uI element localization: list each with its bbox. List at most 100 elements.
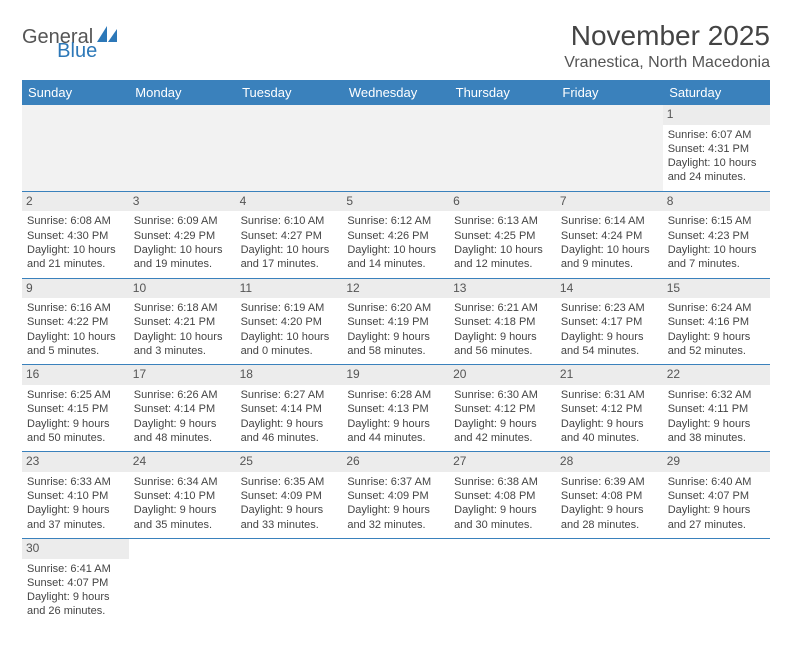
sunset-line: Sunset: 4:29 PM [134,229,231,243]
calendar-day-cell: 15Sunrise: 6:24 AMSunset: 4:16 PMDayligh… [663,278,770,365]
sunrise-line: Sunrise: 6:35 AM [241,475,338,489]
logo-text-blue: Blue [57,40,97,62]
calendar-day-cell: 1Sunrise: 6:07 AMSunset: 4:31 PMDaylight… [663,105,770,191]
daylight-line: Daylight: 10 hours and 21 minutes. [27,243,124,272]
calendar-day-cell: 17Sunrise: 6:26 AMSunset: 4:14 PMDayligh… [129,365,236,452]
calendar-row: 9Sunrise: 6:16 AMSunset: 4:22 PMDaylight… [22,278,770,365]
sunset-line: Sunset: 4:08 PM [561,489,658,503]
sunset-line: Sunset: 4:08 PM [454,489,551,503]
sunset-line: Sunset: 4:16 PM [668,315,765,329]
daylight-line: Daylight: 9 hours and 54 minutes. [561,330,658,359]
daylight-line: Daylight: 9 hours and 32 minutes. [347,503,444,532]
day-number: 23 [22,452,129,472]
weekday-header: Sunday [22,80,129,105]
sunrise-line: Sunrise: 6:30 AM [454,388,551,402]
daylight-line: Daylight: 10 hours and 19 minutes. [134,243,231,272]
calendar-day-cell: 6Sunrise: 6:13 AMSunset: 4:25 PMDaylight… [449,191,556,278]
sail-icon [97,26,119,49]
calendar-day-cell: 28Sunrise: 6:39 AMSunset: 4:08 PMDayligh… [556,452,663,539]
day-number: 27 [449,452,556,472]
daylight-line: Daylight: 10 hours and 3 minutes. [134,330,231,359]
location: Vranestica, North Macedonia [564,54,770,72]
day-number: 12 [342,279,449,299]
calendar-day-cell: 7Sunrise: 6:14 AMSunset: 4:24 PMDaylight… [556,191,663,278]
calendar-day-cell: 22 Sunrise: 6:32 AMSunset: 4:11 PMDayligh… [663,365,770,452]
sunset-line: Sunset: 4:09 PM [347,489,444,503]
sunset-line: Sunset: 4:27 PM [241,229,338,243]
day-number: 1 [663,105,770,125]
sunrise-line: Sunrise: 6:18 AM [134,301,231,315]
day-number: 19 [342,365,449,385]
sunrise-line: Sunrise: 6:33 AM [27,475,124,489]
calendar-empty-cell [22,105,129,191]
daylight-line: Daylight: 9 hours and 48 minutes. [134,417,231,446]
sunset-line: Sunset: 4:10 PM [134,489,231,503]
daylight-line: Daylight: 9 hours and 40 minutes. [561,417,658,446]
calendar-day-cell: 13Sunrise: 6:21 AMSunset: 4:18 PMDayligh… [449,278,556,365]
calendar-day-cell: 11Sunrise: 6:19 AMSunset: 4:20 PMDayligh… [236,278,343,365]
daylight-line: Daylight: 10 hours and 5 minutes. [27,330,124,359]
sunset-line: Sunset: 4:07 PM [27,576,124,590]
day-number: 9 [22,279,129,299]
calendar-row: 1Sunrise: 6:07 AMSunset: 4:31 PMDaylight… [22,105,770,191]
day-number: 14 [556,279,663,299]
sunrise-line: Sunrise: 6:23 AM [561,301,658,315]
calendar-day-cell: 24Sunrise: 6:34 AMSunset: 4:10 PMDayligh… [129,452,236,539]
sunset-line: Sunset: 4:11 PM [668,402,765,416]
calendar-day-cell: 2Sunrise: 6:08 AMSunset: 4:30 PMDaylight… [22,191,129,278]
day-number: 30 [22,539,129,559]
day-number: 8 [663,192,770,212]
sunset-line: Sunset: 4:25 PM [454,229,551,243]
sunrise-line: Sunrise: 6:34 AM [134,475,231,489]
sunset-line: Sunset: 4:15 PM [27,402,124,416]
day-number: 10 [129,279,236,299]
calendar-day-cell: 10Sunrise: 6:18 AMSunset: 4:21 PMDayligh… [129,278,236,365]
sunrise-line: Sunrise: 6:07 AM [668,128,765,142]
day-number: 13 [449,279,556,299]
calendar-day-cell: 21Sunrise: 6:31 AMSunset: 4:12 PMDayligh… [556,365,663,452]
daylight-line: Daylight: 9 hours and 38 minutes. [668,417,765,446]
sunrise-line: Sunrise: 6:40 AM [668,475,765,489]
sunset-line: Sunset: 4:24 PM [561,229,658,243]
header: General Blue November 2025 Vranestica, N… [22,20,770,72]
daylight-line: Daylight: 10 hours and 9 minutes. [561,243,658,272]
calendar-day-cell: 29Sunrise: 6:40 AMSunset: 4:07 PMDayligh… [663,452,770,539]
daylight-line: Daylight: 9 hours and 27 minutes. [668,503,765,532]
sunset-line: Sunset: 4:23 PM [668,229,765,243]
calendar-empty-cell [556,105,663,191]
daylight-line: Daylight: 9 hours and 33 minutes. [241,503,338,532]
daylight-line: Daylight: 9 hours and 58 minutes. [347,330,444,359]
sunrise-line: Sunrise: 6:25 AM [27,388,124,402]
calendar-table: SundayMondayTuesdayWednesdayThursdayFrid… [22,80,770,625]
sunrise-line: Sunrise: 6:15 AM [668,214,765,228]
sunrise-line: Sunrise: 6:21 AM [454,301,551,315]
day-number: 16 [22,365,129,385]
daylight-line: Daylight: 10 hours and 17 minutes. [241,243,338,272]
day-number: 3 [129,192,236,212]
title-block: November 2025 Vranestica, North Macedoni… [564,20,770,72]
calendar-empty-cell [236,105,343,191]
day-number: 22 [663,365,770,385]
sunrise-line: Sunrise: 6:13 AM [454,214,551,228]
day-number: 15 [663,279,770,299]
sunrise-line: Sunrise: 6:32 AM [668,388,765,402]
day-number: 20 [449,365,556,385]
day-number: 28 [556,452,663,472]
calendar-day-cell: 25Sunrise: 6:35 AMSunset: 4:09 PMDayligh… [236,452,343,539]
sunrise-line: Sunrise: 6:39 AM [561,475,658,489]
weekday-header: Saturday [663,80,770,105]
weekday-header: Friday [556,80,663,105]
sunrise-line: Sunrise: 6:24 AM [668,301,765,315]
day-number: 29 [663,452,770,472]
weekday-header: Wednesday [342,80,449,105]
sunset-line: Sunset: 4:19 PM [347,315,444,329]
calendar-day-cell: 23Sunrise: 6:33 AMSunset: 4:10 PMDayligh… [22,452,129,539]
day-number: 11 [236,279,343,299]
sunset-line: Sunset: 4:31 PM [668,142,765,156]
calendar-row: 23 Sunrise: 6:33 AM Sunset: 4:10 PM Dayligh… [22,452,770,539]
day-number: 7 [556,192,663,212]
calendar-row: 16Sunrise: 6:25 AMSunset: 4:15 PMDayligh… [22,365,770,452]
daylight-line: Daylight: 9 hours and 50 minutes. [27,417,124,446]
weekday-header: Tuesday [236,80,343,105]
calendar-day-cell: 16 Sunrise: 6:25 AMSunset: 4:15 PMDayligh… [22,365,129,452]
